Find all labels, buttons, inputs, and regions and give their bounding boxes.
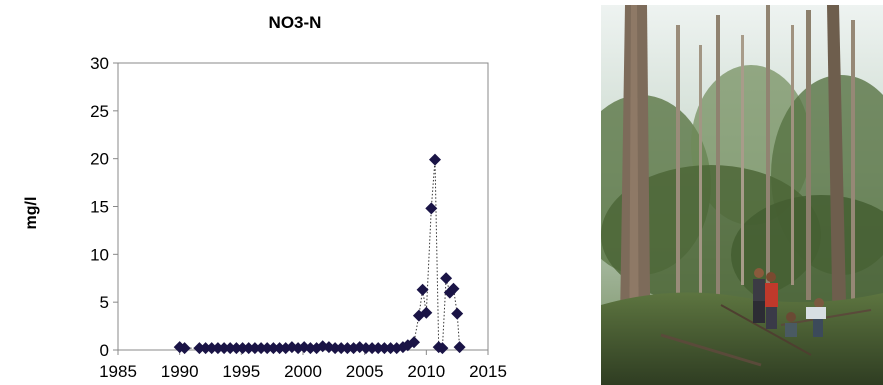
data-point [416,283,429,296]
data-point [429,153,441,166]
data-point [236,342,249,355]
data-point [384,342,397,355]
y-tick-label: 0 [100,341,109,360]
x-tick-label: 1995 [222,362,260,381]
data-point [425,202,438,215]
data-point [359,342,372,355]
y-ticks: 0 5 10 15 20 25 30 [90,54,118,360]
data-point [408,336,420,349]
data-point [440,272,453,285]
forest-photo-icon [601,5,883,385]
y-tick-label: 15 [90,198,109,217]
data-point [329,342,342,355]
data-point [436,342,449,355]
data-point [211,342,224,355]
data-point [230,342,243,355]
data-point [218,342,231,355]
data-point [447,282,460,295]
chart-title: NO3-N [269,13,322,32]
data-point [248,342,261,355]
data-point [193,342,206,355]
x-tick-label: 1985 [99,362,137,381]
data-point [242,342,255,355]
x-tick-label: 1990 [161,362,199,381]
y-tick-label: 30 [90,54,109,73]
data-point [451,307,464,320]
data-point [199,342,212,355]
x-tick-label: 2000 [284,362,322,381]
y-tick-label: 10 [90,245,109,264]
forest-photo [601,5,883,385]
data-point [178,342,191,355]
series-line [179,159,461,349]
chart: NO3-N mg/l 0 5 10 15 20 25 30 1985 1990 1995 2000… [23,13,507,381]
x-ticks: 1985 1990 1995 2000 2005 2010 2015 [99,350,507,381]
data-point [304,342,317,355]
x-tick-label: 2010 [407,362,445,381]
data-point [205,342,218,355]
data-point [366,342,379,355]
data-point [420,306,433,319]
data-point [267,342,280,355]
x-tick-label: 2015 [469,362,507,381]
data-point [378,342,391,355]
y-tick-label: 5 [100,293,109,312]
x-tick-label: 2005 [346,362,384,381]
data-point [224,342,237,355]
data-point [453,341,466,354]
data-point [372,342,385,355]
data-points [173,153,466,355]
y-tick-label: 25 [90,102,109,121]
y-axis-label: mg/l [23,197,40,230]
data-point [255,342,268,355]
data-point [335,342,348,355]
data-point [261,342,274,355]
y-tick-label: 20 [90,150,109,169]
data-point [341,342,354,355]
data-point [273,342,286,355]
